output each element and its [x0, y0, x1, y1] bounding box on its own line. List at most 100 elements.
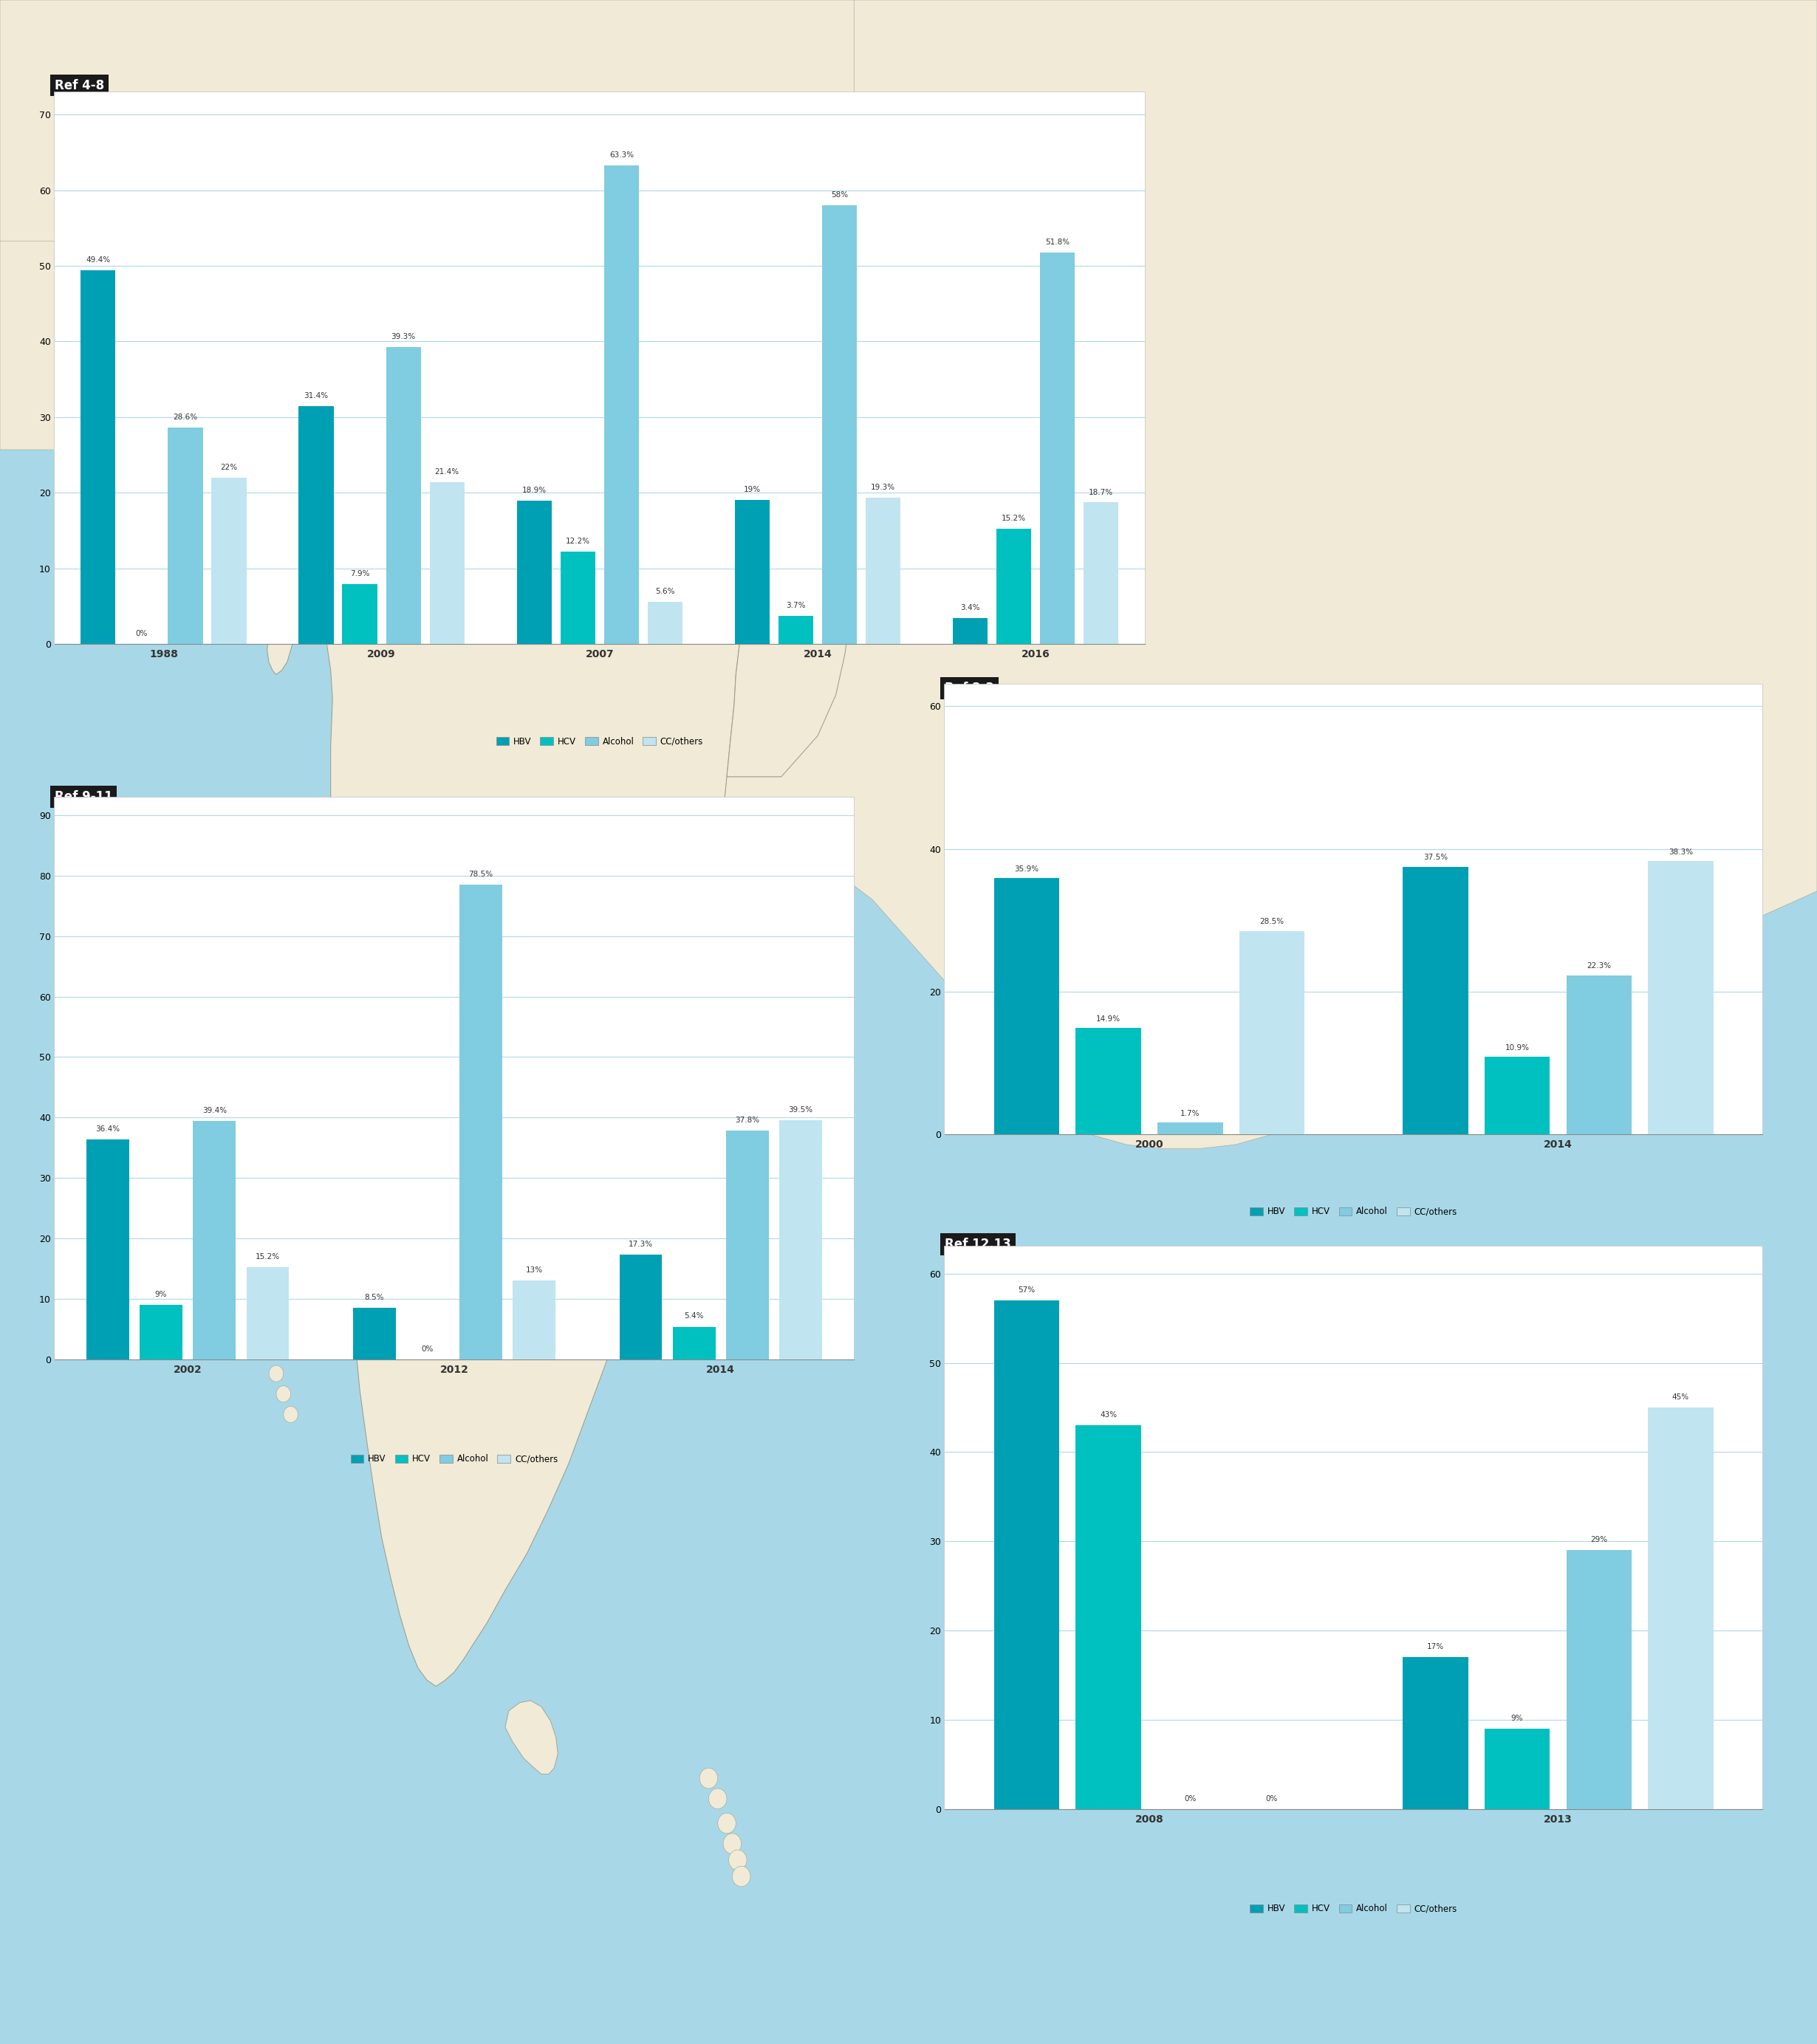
- Circle shape: [283, 1406, 298, 1423]
- Bar: [140, 1304, 182, 1359]
- Text: 35.9%: 35.9%: [1014, 865, 1039, 873]
- Text: 29%: 29%: [1590, 1535, 1608, 1543]
- Text: 45%: 45%: [1672, 1394, 1690, 1400]
- Text: 28.5%: 28.5%: [1259, 918, 1285, 926]
- Bar: [385, 347, 422, 644]
- Bar: [1566, 975, 1632, 1134]
- Legend: HBV, HCV, Alcohol, CC/others: HBV, HCV, Alcohol, CC/others: [347, 1451, 561, 1468]
- Text: 39.3%: 39.3%: [391, 333, 416, 339]
- Bar: [1403, 1658, 1468, 1809]
- Circle shape: [729, 1850, 747, 1870]
- Bar: [1157, 1122, 1223, 1134]
- Bar: [247, 1267, 289, 1359]
- Bar: [1239, 930, 1305, 1134]
- Bar: [865, 499, 901, 644]
- Bar: [211, 478, 247, 644]
- Polygon shape: [243, 196, 785, 1686]
- Text: 37.5%: 37.5%: [1423, 854, 1448, 861]
- Polygon shape: [723, 0, 1817, 1149]
- Text: 0%: 0%: [136, 630, 147, 638]
- Text: 15.2%: 15.2%: [256, 1253, 280, 1261]
- Text: 8.5%: 8.5%: [365, 1294, 383, 1302]
- Bar: [1039, 251, 1076, 644]
- Text: Ref 12,13: Ref 12,13: [945, 1237, 1010, 1251]
- Text: 17.3%: 17.3%: [629, 1241, 652, 1249]
- Bar: [620, 1255, 661, 1359]
- Bar: [87, 1139, 129, 1359]
- Polygon shape: [0, 0, 1817, 368]
- Text: 5.6%: 5.6%: [656, 587, 674, 595]
- Circle shape: [700, 1768, 718, 1788]
- Bar: [516, 501, 552, 644]
- Bar: [1484, 1057, 1550, 1134]
- Bar: [1566, 1549, 1632, 1809]
- Text: 37.8%: 37.8%: [736, 1116, 760, 1124]
- Text: 0%: 0%: [1266, 1795, 1277, 1803]
- Bar: [1083, 503, 1119, 644]
- Text: 36.4%: 36.4%: [96, 1124, 120, 1132]
- Text: 5.4%: 5.4%: [685, 1312, 703, 1320]
- Text: Ref 4-8: Ref 4-8: [55, 78, 104, 92]
- Text: 39.4%: 39.4%: [202, 1108, 227, 1114]
- Bar: [994, 1300, 1059, 1809]
- Bar: [1484, 1729, 1550, 1809]
- Text: 17%: 17%: [1426, 1643, 1445, 1650]
- Text: 22.3%: 22.3%: [1586, 963, 1612, 969]
- Text: 39.5%: 39.5%: [789, 1106, 812, 1114]
- Text: 9%: 9%: [1512, 1715, 1523, 1721]
- Text: 0%: 0%: [1185, 1795, 1196, 1803]
- Circle shape: [262, 1341, 276, 1357]
- Text: 15.2%: 15.2%: [1001, 515, 1027, 523]
- Text: 1.7%: 1.7%: [1181, 1110, 1199, 1116]
- Bar: [778, 615, 814, 644]
- Bar: [1648, 1408, 1713, 1809]
- Bar: [1648, 861, 1713, 1134]
- Text: Ref 2,3: Ref 2,3: [945, 681, 994, 695]
- Polygon shape: [109, 241, 345, 450]
- Text: 51.8%: 51.8%: [1045, 239, 1070, 245]
- Text: 3.4%: 3.4%: [961, 605, 979, 611]
- Text: 19%: 19%: [743, 486, 761, 493]
- Text: 31.4%: 31.4%: [303, 392, 329, 401]
- Text: Ref 9-11: Ref 9-11: [55, 789, 113, 803]
- Text: 18.9%: 18.9%: [521, 486, 547, 495]
- Bar: [1076, 1028, 1141, 1134]
- Bar: [994, 879, 1059, 1134]
- Text: 19.3%: 19.3%: [870, 484, 896, 491]
- Text: 43%: 43%: [1099, 1410, 1117, 1419]
- Bar: [352, 1308, 396, 1359]
- Circle shape: [723, 1833, 741, 1854]
- Text: 78.5%: 78.5%: [469, 871, 492, 879]
- Text: 10.9%: 10.9%: [1504, 1044, 1530, 1051]
- Legend: HBV, HCV, Alcohol, CC/others: HBV, HCV, Alcohol, CC/others: [1246, 1901, 1461, 1917]
- Text: 12.2%: 12.2%: [565, 538, 591, 546]
- Text: 38.3%: 38.3%: [1668, 848, 1693, 856]
- Bar: [647, 601, 683, 644]
- Circle shape: [732, 1866, 750, 1887]
- Bar: [560, 552, 596, 644]
- Bar: [1076, 1425, 1141, 1809]
- Text: 58%: 58%: [830, 192, 849, 198]
- Text: 13%: 13%: [525, 1267, 543, 1273]
- Bar: [779, 1120, 821, 1359]
- Bar: [734, 501, 770, 644]
- Circle shape: [709, 1788, 727, 1809]
- Text: 18.7%: 18.7%: [1088, 489, 1114, 497]
- Text: 0%: 0%: [422, 1345, 434, 1353]
- Bar: [672, 1327, 716, 1359]
- Bar: [512, 1282, 556, 1359]
- Text: 21.4%: 21.4%: [434, 468, 460, 476]
- Bar: [298, 407, 334, 644]
- Bar: [821, 204, 858, 644]
- Circle shape: [269, 1365, 283, 1382]
- Bar: [603, 166, 640, 644]
- Bar: [167, 427, 204, 644]
- Bar: [342, 585, 378, 644]
- Text: 49.4%: 49.4%: [85, 256, 111, 264]
- Text: 9%: 9%: [154, 1290, 167, 1298]
- Bar: [193, 1120, 236, 1359]
- Circle shape: [276, 1386, 291, 1402]
- Polygon shape: [0, 0, 109, 450]
- Text: 22%: 22%: [220, 464, 238, 470]
- Bar: [460, 885, 501, 1359]
